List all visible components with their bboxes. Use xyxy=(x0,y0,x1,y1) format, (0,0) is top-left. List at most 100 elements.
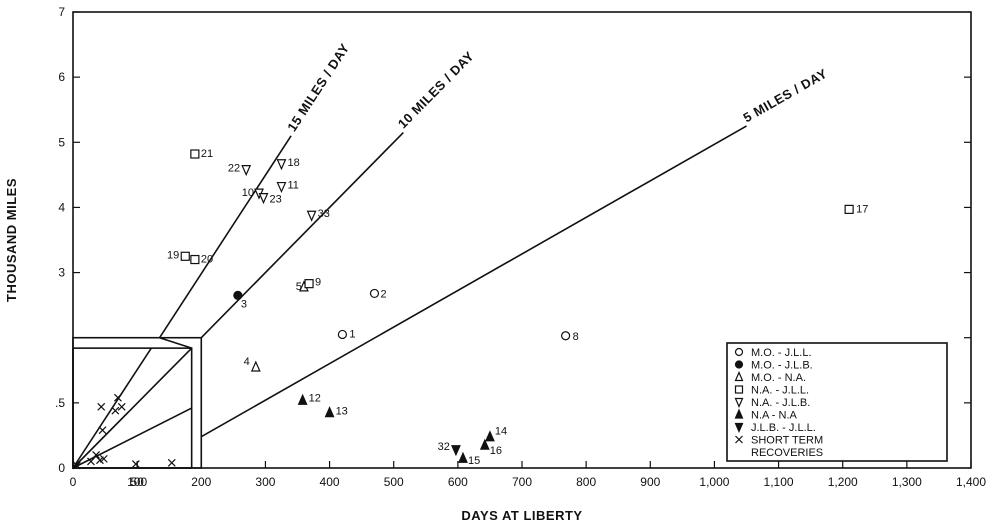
marker-x xyxy=(167,458,176,467)
marker-circle-open xyxy=(369,288,380,299)
rate-line-5 xyxy=(200,125,747,438)
marker-x xyxy=(117,402,126,411)
marker-x xyxy=(97,402,106,411)
marker-circle-filled xyxy=(734,360,744,369)
marker-triangle-down-open xyxy=(734,397,744,408)
x-tick-label: 200 xyxy=(191,475,211,489)
point-label: 33 xyxy=(318,208,330,220)
y-tick-label: 0 xyxy=(58,461,65,475)
point-label: 5 xyxy=(296,281,302,293)
marker-circle-open xyxy=(561,331,571,341)
point-label: 20 xyxy=(201,254,213,266)
point-label: 32 xyxy=(438,441,450,453)
point-label: 16 xyxy=(490,445,502,457)
inset-x-tick-label: 50 xyxy=(130,475,144,489)
marker-x-stroke xyxy=(92,451,101,459)
marker-x-stroke xyxy=(99,454,108,463)
marker-triangle-down-open xyxy=(258,193,269,205)
marker-triangle-open xyxy=(734,371,744,382)
point-label: 14 xyxy=(495,426,507,438)
x-tick-label: 1,200 xyxy=(828,475,858,489)
point-label: 11 xyxy=(287,180,298,192)
y-axis-label: THOUSAND MILES xyxy=(4,178,19,302)
marker-square-open xyxy=(734,385,744,394)
x-tick-label: 700 xyxy=(512,475,532,489)
y-tick-label: 6 xyxy=(58,70,65,84)
x-tick-label: 500 xyxy=(384,475,404,489)
marker-x xyxy=(735,435,743,444)
marker-circle-filled xyxy=(233,290,243,300)
marker-triangle-filled xyxy=(458,451,468,463)
marker-x-stroke xyxy=(167,458,176,467)
x-tick-label: 1,300 xyxy=(892,475,922,489)
x-tick-label: 300 xyxy=(255,475,275,489)
point-label: 21 xyxy=(201,148,213,160)
marker-triangle-open xyxy=(250,360,261,372)
plot-frame xyxy=(72,11,972,469)
marker-triangle-down-filled xyxy=(451,445,461,457)
legend-frame xyxy=(726,342,948,462)
point-label: 23 xyxy=(270,194,282,206)
inset-y-tick-label: .5 xyxy=(55,396,65,410)
point-label: 15 xyxy=(468,455,480,467)
marker-x-stroke xyxy=(117,402,126,411)
rate-line-15 xyxy=(158,135,292,339)
marker-square-open xyxy=(844,204,854,214)
marker-triangle-filled xyxy=(485,430,495,442)
marker-x-stroke xyxy=(98,426,107,435)
legend-label: M.O. - J.L.B. xyxy=(751,360,813,372)
marker-triangle-down-open xyxy=(276,159,287,171)
point-label: 22 xyxy=(228,163,240,175)
marker-x xyxy=(92,451,101,459)
marker-x xyxy=(72,461,81,470)
rate-line-label: 5 MILES / DAY xyxy=(741,66,830,126)
point-label: 10 xyxy=(242,187,254,199)
x-tick-label: 100 xyxy=(127,475,147,489)
x-axis-label: DAYS AT LIBERTY xyxy=(461,508,582,523)
marker-x xyxy=(98,426,107,435)
y-tick-label: 5 xyxy=(58,135,65,149)
marker-x-stroke xyxy=(72,461,81,470)
marker-square-open xyxy=(190,254,200,265)
marker-x-stroke xyxy=(131,460,140,469)
x-tick-label: 600 xyxy=(448,475,468,489)
inset-line-5 xyxy=(72,407,193,469)
point-label: 8 xyxy=(573,331,579,343)
point-label: 9 xyxy=(315,277,321,289)
marker-triangle-filled xyxy=(734,408,744,419)
marker-square-open xyxy=(180,251,190,261)
marker-triangle-filled xyxy=(479,438,490,450)
point-label: 12 xyxy=(309,392,321,404)
legend-label: M.O. - J.L.L. xyxy=(751,347,812,359)
legend-label: N.A. - J.L.B. xyxy=(751,397,810,409)
point-label: 4 xyxy=(244,356,250,368)
rate-lines: 5 MILES / DAY 10 MILES / DAY 15 MILES / DA… xyxy=(158,41,830,438)
marker-triangle-down-open xyxy=(241,165,252,177)
marker-x-stroke xyxy=(113,393,122,402)
x-tick-label: 1,100 xyxy=(764,475,794,489)
marker-triangle-down-open xyxy=(276,181,287,194)
marker-x xyxy=(113,393,122,402)
point-label: 19 xyxy=(167,249,179,261)
rate-line-label: 15 MILES / DAY xyxy=(284,41,352,135)
axes xyxy=(72,11,972,469)
marker-triangle-filled xyxy=(324,406,335,418)
marker-square-open xyxy=(190,149,200,159)
x-tick-label: 400 xyxy=(320,475,340,489)
point-label: 2 xyxy=(380,288,386,300)
marker-x xyxy=(99,454,108,463)
x-tick-label: 800 xyxy=(576,475,596,489)
point-label: 18 xyxy=(287,157,299,169)
ticks: 0 100 200 300 400 500 600 700 800 900 1,000 1,100 1,… xyxy=(58,5,986,489)
legend-label: N.A - N.A xyxy=(751,410,798,422)
inset-line-10 xyxy=(72,347,193,469)
marker-x xyxy=(111,406,120,415)
marker-square-open xyxy=(304,279,314,289)
point-label: 17 xyxy=(856,203,868,215)
point-label: 3 xyxy=(241,298,247,310)
rate-line-10 xyxy=(200,131,404,339)
marker-x-stroke xyxy=(111,406,120,415)
x-tick-label: 1,000 xyxy=(699,475,729,489)
legend-label: J.L.B. - J.L.L. xyxy=(751,422,816,434)
